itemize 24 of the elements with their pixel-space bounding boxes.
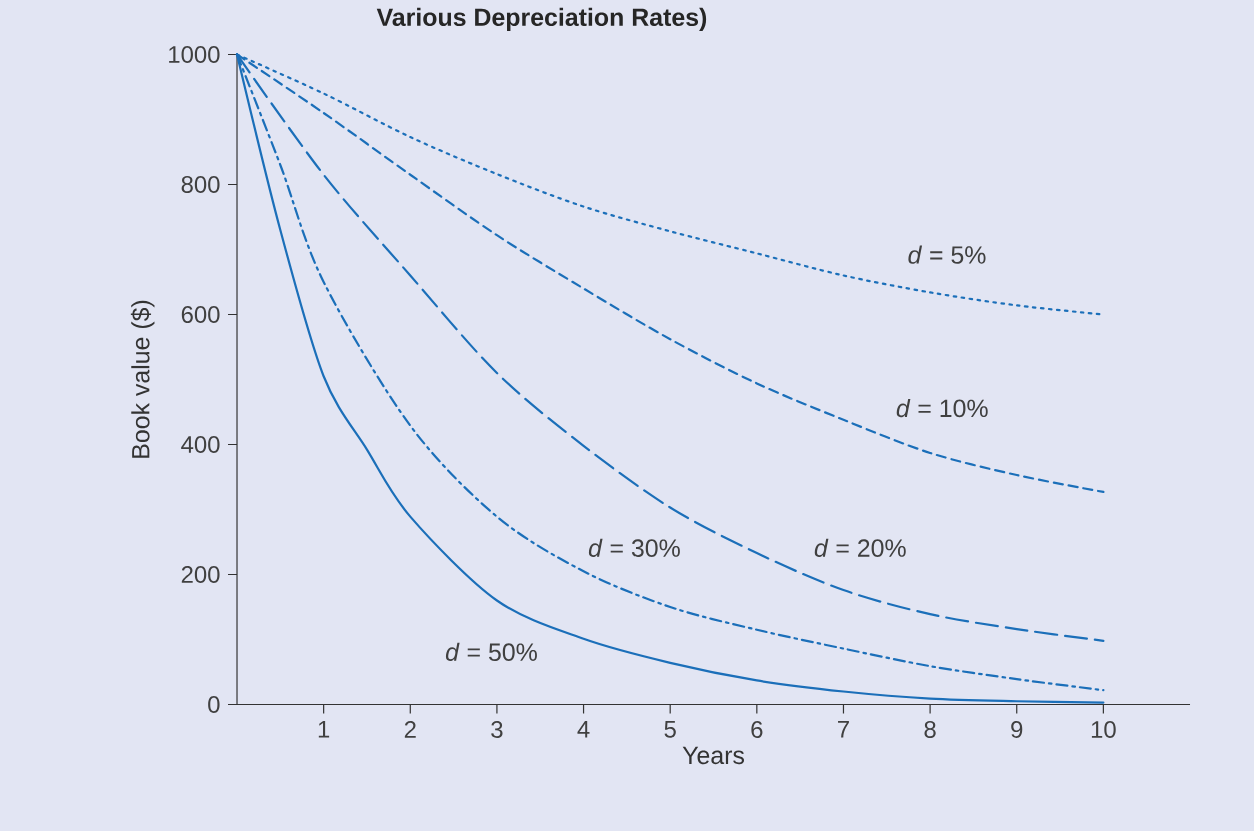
series-label: d = 30% xyxy=(588,538,680,557)
series-label: d = 20% xyxy=(814,538,906,557)
series-label: d = 5% xyxy=(908,245,986,264)
series-label: d = 10% xyxy=(896,398,988,418)
y-tick-label: 600 xyxy=(181,306,220,323)
chart-title: Various Depreciation Rates) xyxy=(376,7,707,31)
y-tick-label: 200 xyxy=(181,566,220,583)
x-axis-title: Years xyxy=(682,746,745,765)
series-label: d = 50% xyxy=(445,642,537,661)
x-tick-label: 7 xyxy=(838,721,849,738)
x-tick-label: 9 xyxy=(1011,721,1023,738)
x-tick-label: 1 xyxy=(318,721,330,738)
x-tick-label: 4 xyxy=(577,721,590,738)
y-tick-label: 0 xyxy=(208,696,220,713)
y-axis-title: Book value ($) xyxy=(130,300,155,458)
x-tick-label: 3 xyxy=(491,721,503,738)
x-tick-label: 5 xyxy=(664,721,676,738)
y-tick-label: 1000 xyxy=(169,46,220,63)
y-tick-label: 400 xyxy=(181,436,220,453)
x-tick-label: 10 xyxy=(1091,721,1116,738)
x-tick-label: 8 xyxy=(924,721,936,738)
x-tick-label: 6 xyxy=(751,721,763,738)
x-tick-label: 2 xyxy=(404,721,416,738)
y-tick-label: 800 xyxy=(181,176,220,193)
